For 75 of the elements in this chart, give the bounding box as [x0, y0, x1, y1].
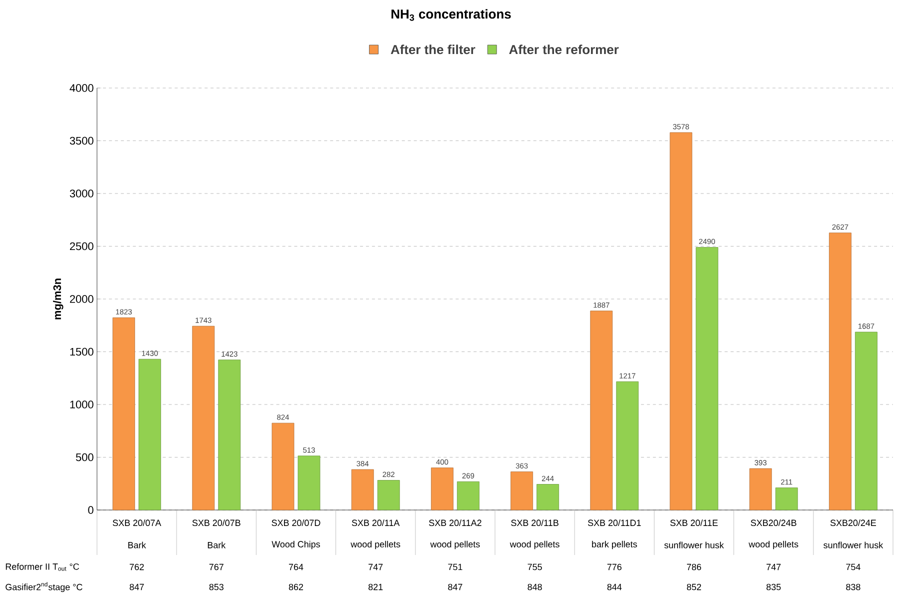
bar: [351, 469, 374, 510]
bar: [855, 332, 878, 510]
x-tick-label: SXB 20/07D: [272, 519, 320, 526]
x-tick-label: SXB 20/11A2: [429, 519, 482, 526]
text: 751: [448, 564, 462, 570]
bar: [138, 358, 161, 510]
text: 747: [368, 564, 383, 570]
text: 755: [528, 564, 542, 570]
text: 852: [686, 584, 702, 590]
y-tick-label: 3500: [70, 136, 94, 145]
bar: [377, 480, 400, 510]
text: 862: [288, 584, 304, 590]
y-tick-label: 500: [76, 453, 94, 462]
bar: [696, 247, 718, 510]
text: 762: [130, 564, 144, 570]
bar: [112, 317, 135, 510]
bar: [272, 422, 294, 510]
bar: [192, 326, 215, 510]
bar: [590, 310, 613, 510]
text: 847: [130, 584, 144, 590]
bar: [829, 232, 852, 510]
text: 776: [607, 564, 622, 570]
text: 835: [766, 584, 781, 590]
bar: [670, 132, 692, 510]
bar: [510, 472, 533, 510]
text: 747: [766, 564, 781, 570]
x-tick-label: SXB20/24E: [830, 519, 876, 526]
x-tick-label: SXB20/24B: [750, 519, 796, 526]
bar: [536, 484, 559, 510]
text: wood pellets: [748, 540, 798, 550]
text: sunflower husk: [824, 542, 884, 548]
text: wood pellets: [350, 540, 400, 550]
x-tick-label: SXB 20/11B: [511, 519, 558, 526]
bar: [775, 488, 798, 510]
text: Reformer II T$_{out}$ °C: [6, 563, 80, 571]
bar: [457, 481, 480, 510]
x-tick-label: SXB 20/11D1: [588, 519, 641, 526]
legend-label: After the reformer: [509, 44, 619, 54]
text: Bark: [128, 542, 146, 548]
text: Gasifier2$^{nd}$stage °C: [6, 582, 82, 592]
y-tick-label: 2500: [70, 242, 94, 250]
y-tick-label: 4000: [70, 84, 94, 92]
text: 847: [448, 584, 462, 590]
text: 844: [607, 584, 622, 590]
bar: [749, 468, 772, 510]
y-tick-label: 3000: [70, 190, 94, 198]
text: Bark: [208, 542, 226, 548]
text: bark pellets: [592, 540, 637, 550]
x-tick-label: SXB 20/07A: [112, 519, 162, 526]
x-tick-label: SXB 20/07B: [192, 519, 240, 526]
y-axis-title: mg/m3n: [52, 278, 64, 320]
text: 764: [288, 564, 304, 570]
y-tick-label: 0: [88, 506, 94, 514]
text: 853: [209, 584, 224, 590]
y-tick-label: 1000: [70, 400, 94, 408]
bar: [298, 456, 320, 510]
text: 821: [368, 584, 383, 590]
y-tick-label: 2000: [70, 295, 94, 303]
bar: [431, 468, 454, 510]
y-tick-label: 1500: [70, 348, 94, 356]
text: wood pellets: [430, 540, 480, 550]
text: Wood Chips: [272, 540, 320, 550]
bar: [616, 381, 639, 510]
x-tick-label: SXB 20/11E: [670, 519, 718, 526]
text: 754: [846, 564, 860, 570]
text: 838: [846, 584, 860, 590]
text: sunflower husk: [664, 542, 724, 548]
text: 848: [528, 584, 542, 590]
text: 786: [686, 564, 702, 570]
bar: [218, 360, 241, 510]
x-tick-label: SXB 20/11A: [352, 519, 400, 526]
legend-label: After the filter: [390, 44, 476, 54]
text: wood pellets: [510, 540, 560, 550]
chart-title: NH$_{3}$ concentrations: [392, 9, 511, 21]
text: 767: [209, 564, 224, 570]
